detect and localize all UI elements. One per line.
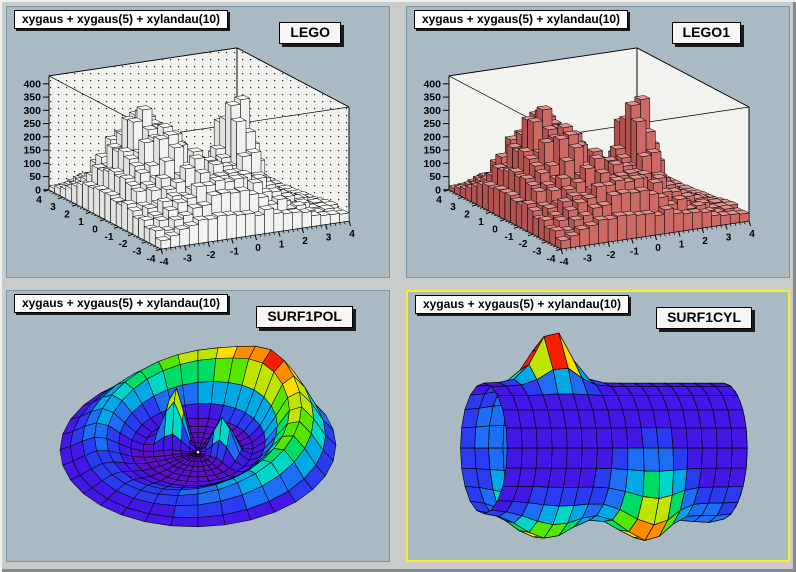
svg-text:-4: -4 [560, 257, 569, 268]
svg-text:4: 4 [749, 229, 755, 240]
svg-text:50: 50 [429, 171, 441, 183]
svg-text:250: 250 [423, 118, 441, 130]
svg-text:-4: -4 [547, 254, 556, 265]
pad-option-label[interactable]: LEGO1 [671, 22, 741, 44]
svg-text:-1: -1 [230, 247, 239, 258]
svg-text:2: 2 [702, 236, 708, 247]
svg-text:1: 1 [279, 240, 285, 251]
pad-lego[interactable]: 0 50 100 150 200 250 300 350 400 -4 -3 -2 -1 0 1 2 3 4 4 3 2… [6, 6, 390, 278]
pad-option-text: SURF1CYL [667, 309, 741, 325]
svg-text:0: 0 [92, 224, 98, 235]
svg-text:100: 100 [423, 158, 441, 170]
svg-text:0: 0 [255, 243, 261, 254]
svg-text:-2: -2 [519, 239, 528, 250]
svg-text:-2: -2 [119, 239, 128, 250]
function-title-text: xygaus + xygaus(5) + xylandau(10) [421, 12, 621, 26]
pad-option-text: SURF1POL [267, 308, 342, 324]
svg-text:0: 0 [35, 184, 41, 196]
svg-text:0: 0 [492, 224, 498, 235]
svg-text:-1: -1 [505, 232, 514, 243]
surf1pol-plot[interactable] [7, 291, 391, 563]
pad-option-label[interactable]: SURF1POL [256, 306, 353, 328]
function-title-box[interactable]: xygaus + xygaus(5) + xylandau(10) [14, 10, 228, 29]
svg-text:4: 4 [36, 195, 42, 206]
function-title-text: xygaus + xygaus(5) + xylandau(10) [21, 12, 221, 26]
svg-text:4: 4 [349, 229, 355, 240]
svg-text:3: 3 [326, 233, 332, 244]
pad-surf1pol[interactable]: xygaus + xygaus(5) + xylandau(10) SURF1P… [6, 290, 390, 562]
pad-surf1cyl-selected[interactable]: xygaus + xygaus(5) + xylandau(10) SURF1C… [406, 290, 790, 562]
function-title-box[interactable]: xygaus + xygaus(5) + xylandau(10) [415, 295, 629, 314]
svg-text:-4: -4 [147, 254, 156, 265]
function-title-text: xygaus + xygaus(5) + xylandau(10) [21, 296, 221, 310]
svg-text:0: 0 [435, 184, 441, 196]
svg-text:150: 150 [23, 145, 41, 157]
pad-option-text: LEGO [290, 24, 330, 40]
svg-text:350: 350 [423, 92, 441, 104]
svg-text:4: 4 [436, 195, 442, 206]
svg-text:1: 1 [78, 217, 84, 228]
svg-text:-3: -3 [533, 247, 542, 258]
function-title-box[interactable]: xygaus + xygaus(5) + xylandau(10) [414, 10, 628, 29]
pad-option-label[interactable]: LEGO [279, 22, 341, 44]
svg-text:-3: -3 [133, 247, 142, 258]
svg-text:3: 3 [50, 202, 56, 213]
svg-text:-3: -3 [183, 254, 192, 265]
svg-text:50: 50 [29, 171, 41, 183]
svg-text:2: 2 [302, 236, 308, 247]
pad-option-text: LEGO1 [682, 24, 730, 40]
svg-text:2: 2 [464, 210, 470, 221]
svg-text:300: 300 [23, 105, 41, 117]
svg-text:350: 350 [23, 92, 41, 104]
svg-text:-3: -3 [583, 254, 592, 265]
svg-text:150: 150 [423, 145, 441, 157]
function-title-text: xygaus + xygaus(5) + xylandau(10) [422, 297, 622, 311]
svg-text:400: 400 [423, 78, 441, 90]
surf1cyl-plot[interactable] [408, 292, 792, 564]
svg-text:-1: -1 [105, 232, 114, 243]
function-title-box[interactable]: xygaus + xygaus(5) + xylandau(10) [14, 294, 228, 313]
svg-text:1: 1 [679, 240, 685, 251]
svg-text:100: 100 [23, 158, 41, 170]
svg-text:1: 1 [478, 217, 484, 228]
svg-text:400: 400 [23, 78, 41, 90]
svg-text:3: 3 [726, 233, 732, 244]
svg-text:-2: -2 [607, 250, 616, 261]
svg-text:300: 300 [423, 105, 441, 117]
svg-text:-2: -2 [207, 250, 216, 261]
svg-text:200: 200 [423, 131, 441, 143]
pad-lego1[interactable]: 0 50 100 150 200 250 300 350 400 -4 -3 -2 -1 0 1 2 3 4 4 3 2… [406, 6, 790, 278]
svg-text:200: 200 [23, 131, 41, 143]
svg-text:2: 2 [64, 210, 70, 221]
svg-text:3: 3 [450, 202, 456, 213]
svg-text:-4: -4 [160, 257, 169, 268]
pad-option-label[interactable]: SURF1CYL [656, 307, 752, 329]
svg-text:0: 0 [655, 243, 661, 254]
svg-text:250: 250 [23, 118, 41, 130]
svg-text:-1: -1 [630, 247, 639, 258]
